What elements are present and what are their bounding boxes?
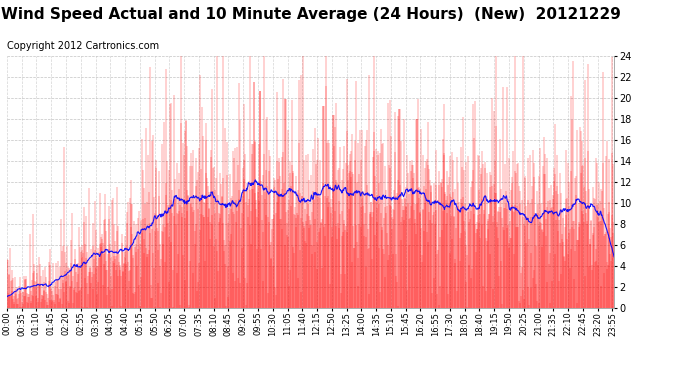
Text: Wind (mph): Wind (mph) [550, 45, 599, 54]
Text: 10 Min Avg (mph): 10 Min Avg (mph) [444, 45, 518, 54]
Text: Copyright 2012 Cartronics.com: Copyright 2012 Cartronics.com [7, 41, 159, 51]
Text: Wind Speed Actual and 10 Minute Average (24 Hours)  (New)  20121229: Wind Speed Actual and 10 Minute Average … [1, 8, 620, 22]
